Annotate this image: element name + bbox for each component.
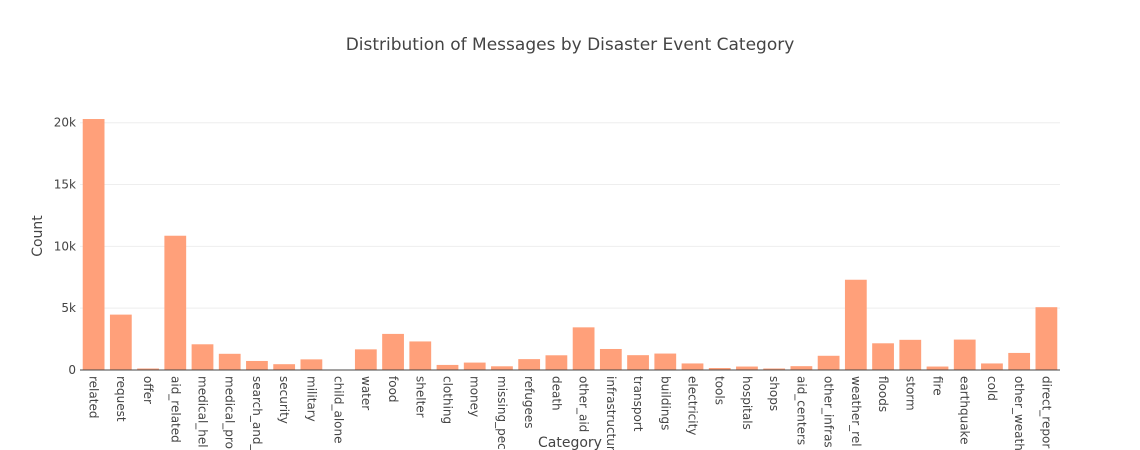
bar-shops bbox=[763, 368, 786, 370]
x-tick-label: cold bbox=[985, 376, 999, 401]
bar-security bbox=[273, 364, 296, 370]
bar-earthquake bbox=[953, 339, 976, 370]
bar-other_infras bbox=[817, 355, 840, 370]
x-tick-label: refugees bbox=[522, 376, 536, 429]
x-tick-label: aid_related bbox=[168, 376, 182, 443]
bar-food bbox=[382, 333, 404, 370]
x-tick-label: military bbox=[304, 376, 318, 422]
x-tick-label: tools bbox=[713, 376, 727, 405]
x-tick-label: clothing bbox=[441, 376, 455, 424]
x-tick-label: weather_rel bbox=[849, 376, 863, 447]
bar-floods bbox=[872, 343, 894, 370]
x-tick-label: death bbox=[549, 376, 563, 411]
x-tick-label: shelter bbox=[413, 376, 427, 418]
x-tick-label: buildings bbox=[658, 376, 672, 430]
bar-shelter bbox=[409, 341, 432, 370]
x-tick-label: other_weath bbox=[1012, 376, 1026, 450]
y-tick-label: 10k bbox=[54, 239, 76, 253]
x-tick-label: hospitals bbox=[740, 376, 754, 430]
x-tick-label: shops bbox=[767, 376, 781, 411]
bar-water bbox=[354, 349, 377, 370]
x-tick-label: other_aid bbox=[577, 376, 591, 432]
bar-offer bbox=[137, 368, 159, 370]
x-tick-label: storm bbox=[903, 376, 917, 411]
x-tick-label: request bbox=[114, 376, 128, 422]
y-tick-label: 20k bbox=[54, 116, 76, 130]
x-tick-label: transport bbox=[631, 376, 645, 432]
x-tick-label: money bbox=[468, 376, 482, 417]
grid-lines bbox=[80, 122, 1060, 309]
bar-electricity bbox=[681, 363, 704, 370]
bar-request bbox=[109, 314, 132, 370]
bar-transport bbox=[627, 355, 649, 370]
bar-refugees bbox=[518, 359, 541, 370]
x-tick-label: medical_hel bbox=[196, 376, 210, 448]
bar-search_and_ bbox=[246, 360, 268, 370]
y-tick-label: 0 bbox=[68, 363, 76, 377]
x-tick-label: security bbox=[277, 376, 291, 424]
bar-storm bbox=[899, 339, 922, 370]
x-tick-label: fire bbox=[931, 376, 945, 396]
bar-cold bbox=[981, 363, 1003, 370]
bar-tools bbox=[708, 368, 731, 370]
bar-other_aid bbox=[572, 327, 595, 370]
x-tick-label: search_and_ bbox=[250, 376, 264, 450]
bar-clothing bbox=[436, 364, 459, 370]
x-tick-labels: related request offer aid_related medical_he… bbox=[87, 376, 1054, 450]
x-axis-title: Category bbox=[538, 435, 602, 450]
bar-missing_pec bbox=[491, 366, 513, 370]
bar-aid_related bbox=[164, 235, 187, 370]
x-tick-label: water bbox=[359, 376, 373, 410]
bar-fire bbox=[926, 366, 949, 370]
x-tick-label: floods bbox=[876, 376, 890, 412]
x-tick-label: related bbox=[87, 376, 101, 418]
x-tick-label: missing_pec bbox=[495, 376, 509, 450]
bar-military bbox=[300, 359, 323, 370]
x-tick-label: direct_repor bbox=[1039, 376, 1053, 448]
x-tick-label: aid_centers bbox=[794, 376, 808, 445]
bar-aid_centers bbox=[790, 366, 813, 370]
bar-direct_repor bbox=[1035, 307, 1058, 370]
bar-other_weath bbox=[1008, 352, 1031, 370]
bar-buildings bbox=[654, 353, 677, 370]
x-tick-label: child_alone bbox=[332, 376, 346, 444]
x-tick-label: other_infras bbox=[822, 376, 836, 448]
y-axis-title: Count bbox=[30, 215, 46, 257]
x-tick-label: earthquake bbox=[958, 376, 972, 444]
bar-death bbox=[545, 355, 568, 370]
bars bbox=[82, 119, 1058, 370]
y-tick-label: 5k bbox=[61, 301, 76, 315]
x-tick-label: offer bbox=[141, 376, 155, 404]
x-tick-label: infrastructur bbox=[604, 376, 618, 450]
bar-medical_hel bbox=[191, 344, 214, 370]
bar-medical_pro bbox=[218, 353, 241, 370]
bar-related bbox=[82, 119, 105, 370]
chart-title: Distribution of Messages by Disaster Eve… bbox=[346, 35, 795, 55]
bar-infrastructur bbox=[599, 348, 622, 370]
y-tick-label: 15k bbox=[54, 178, 76, 192]
y-tick-labels: 0 5k 10k 15k 20k bbox=[54, 116, 76, 377]
x-tick-label: food bbox=[386, 376, 400, 403]
x-tick-label: medical_pro bbox=[223, 376, 237, 449]
bar-money bbox=[463, 362, 486, 370]
x-tick-label: electricity bbox=[686, 376, 700, 435]
bar-weather_rel bbox=[844, 279, 867, 370]
bar-hospitals bbox=[736, 366, 758, 370]
